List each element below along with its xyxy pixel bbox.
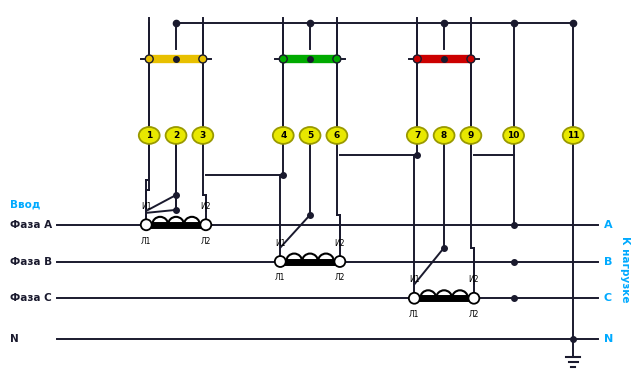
Circle shape — [145, 55, 153, 63]
Text: Л2: Л2 — [469, 310, 479, 319]
Text: 7: 7 — [414, 131, 420, 140]
Ellipse shape — [273, 127, 293, 144]
Text: И1: И1 — [141, 202, 151, 211]
Circle shape — [334, 256, 345, 267]
Circle shape — [275, 256, 286, 267]
Text: 3: 3 — [200, 131, 206, 140]
Ellipse shape — [193, 127, 213, 144]
Text: И2: И2 — [469, 275, 479, 284]
Text: И1: И1 — [409, 275, 420, 284]
Ellipse shape — [434, 127, 454, 144]
Text: Л2: Л2 — [335, 274, 345, 282]
Text: 2: 2 — [173, 131, 179, 140]
Circle shape — [413, 55, 421, 63]
Circle shape — [468, 293, 479, 304]
Text: A: A — [604, 220, 612, 230]
Circle shape — [333, 55, 341, 63]
Text: Фаза B: Фаза B — [10, 256, 52, 267]
Ellipse shape — [166, 127, 186, 144]
Text: 8: 8 — [441, 131, 447, 140]
Circle shape — [279, 55, 287, 63]
Circle shape — [199, 55, 207, 63]
Text: И1: И1 — [275, 239, 286, 248]
Text: 10: 10 — [507, 131, 520, 140]
Ellipse shape — [327, 127, 347, 144]
Circle shape — [200, 219, 211, 230]
Ellipse shape — [461, 127, 481, 144]
Text: C: C — [604, 293, 612, 303]
Ellipse shape — [563, 127, 584, 144]
Text: И2: И2 — [200, 202, 211, 211]
Text: 4: 4 — [280, 131, 286, 140]
Text: 11: 11 — [567, 131, 579, 140]
Ellipse shape — [300, 127, 320, 144]
Text: Фаза A: Фаза A — [10, 220, 52, 230]
Text: N: N — [10, 334, 19, 344]
Circle shape — [467, 55, 475, 63]
Ellipse shape — [407, 127, 427, 144]
Text: Л2: Л2 — [200, 237, 211, 246]
Text: 1: 1 — [146, 131, 152, 140]
Text: 5: 5 — [307, 131, 313, 140]
Ellipse shape — [503, 127, 524, 144]
Text: Фаза C: Фаза C — [10, 293, 52, 303]
Text: К нагрузке: К нагрузке — [619, 236, 630, 303]
Text: Л1: Л1 — [409, 310, 420, 319]
Text: 9: 9 — [468, 131, 474, 140]
Circle shape — [409, 293, 420, 304]
Text: Л1: Л1 — [275, 274, 285, 282]
Text: Ввод: Ввод — [10, 200, 41, 210]
Text: И2: И2 — [334, 239, 345, 248]
Text: 6: 6 — [334, 131, 340, 140]
Circle shape — [141, 219, 152, 230]
Text: B: B — [604, 256, 612, 267]
Text: N: N — [604, 334, 613, 344]
Text: Л1: Л1 — [141, 237, 151, 246]
Ellipse shape — [139, 127, 160, 144]
